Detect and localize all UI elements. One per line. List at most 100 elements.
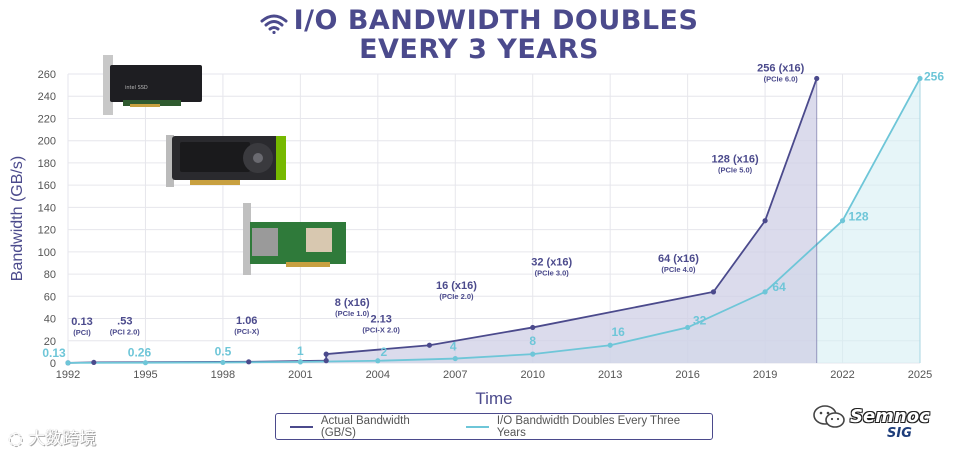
data-sublabel-actual: (PCIe 6.0) (764, 74, 799, 83)
data-sublabel-actual: (PCIe 3.0) (535, 268, 570, 277)
x-tick-label: 2016 (675, 369, 699, 381)
x-tick-label: 2001 (288, 369, 312, 381)
data-label-doubling: 1 (297, 344, 304, 358)
wifi-icon (260, 11, 288, 34)
x-tick-label: 2004 (366, 369, 390, 381)
x-tick-label: 2025 (908, 369, 932, 381)
legend-swatch-actual (290, 425, 313, 428)
data-label-doubling: 128 (849, 210, 869, 224)
data-label-actual: 16 (x16) (436, 280, 477, 292)
series-area-actual (68, 78, 817, 363)
data-label-actual: 2.13 (370, 314, 391, 326)
y-tick-label: 120 (38, 225, 56, 237)
y-tick-label: 220 (38, 113, 56, 125)
data-point-actual (814, 75, 820, 82)
y-tick-label: 200 (38, 136, 56, 148)
data-label-actual: 128 (x16) (712, 154, 759, 166)
y-tick-label: 260 (38, 69, 56, 81)
data-point-doubling (65, 360, 71, 366)
data-label-actual: .53 (117, 315, 132, 327)
title-line-1: I/O BANDWIDTH DOUBLES (293, 5, 699, 36)
legend-swatch-doubling (465, 425, 489, 428)
data-label-actual: 1.06 (236, 315, 257, 327)
data-label-doubling: 64 (772, 280, 786, 294)
x-axis-label: Time (475, 389, 512, 408)
hardware-card-images: intel SSD (103, 55, 346, 275)
data-point-actual (762, 218, 768, 224)
data-sublabel-actual: (PCIe 2.0) (439, 292, 474, 301)
data-sublabel-actual: (PCIe 1.0) (335, 309, 370, 318)
x-tick-label: 2010 (520, 369, 544, 381)
x-tick-label: 1998 (211, 369, 235, 381)
data-point-doubling (917, 75, 923, 82)
chart-title: I/O BANDWIDTH DOUBLES EVERY 3 YEARS (0, 6, 958, 64)
ssd-card-image: intel SSD (103, 55, 202, 115)
y-tick-label: 180 (38, 158, 56, 170)
data-label-actual: 32 (x16) (531, 256, 572, 268)
data-points (65, 75, 923, 366)
data-label-doubling: 0.5 (215, 344, 232, 358)
data-point-doubling (142, 360, 149, 366)
data-sublabel-actual: (PCIe 4.0) (661, 265, 696, 274)
data-label-doubling: 0.26 (128, 346, 152, 360)
data-label-actual: 8 (x16) (335, 297, 370, 309)
legend-item-doubling: I/O Bandwidth Doubles Every Three Years (465, 414, 702, 439)
y-tick-label: 100 (38, 247, 56, 259)
data-point-doubling (762, 289, 768, 295)
axes: 0 20 40 60 80 100 120 140 160 180 200 220 240 260 1992… (9, 69, 932, 408)
legend-label-actual: Actual Bandwidth (GB/S) (320, 414, 410, 439)
svg-text:intel SSD: intel SSD (125, 85, 148, 91)
data-point-actual (323, 351, 329, 357)
data-sublabel-actual: (PCI) (73, 328, 91, 337)
x-tick-label: 2013 (598, 369, 622, 381)
data-label-doubling: 8 (529, 334, 536, 348)
data-sublabel-actual: (PCI 2.0) (110, 327, 141, 336)
data-label-actual: 0.13 (71, 316, 92, 328)
data-point-doubling (452, 355, 458, 362)
data-point-actual (91, 359, 97, 366)
data-point-actual (323, 358, 329, 364)
series-line-doubling (67, 78, 921, 364)
y-tick-label: 160 (38, 180, 56, 192)
y-axis-label: Bandwidth (GB/s) (9, 156, 26, 281)
nic-card-image (243, 203, 346, 275)
y-tick-label: 140 (38, 202, 56, 214)
data-sublabel-actual: (PCI-X 2.0) (362, 326, 400, 335)
watermark: ◌ 大数跨境 (8, 424, 96, 449)
data-point-doubling (530, 351, 536, 357)
watermark-text: 大数跨境 (28, 429, 97, 449)
y-tick-label: 60 (44, 291, 56, 303)
wechat-logo: Semnoc SIG (812, 404, 952, 444)
x-tick-label: 1992 (56, 369, 80, 381)
series-lines (67, 78, 921, 364)
x-tick-label: 2007 (443, 369, 467, 381)
data-point-doubling (220, 359, 226, 366)
series-areas (68, 78, 920, 363)
chart-legend: Actual Bandwidth (GB/S) I/O Bandwidth Do… (275, 413, 713, 440)
x-tick-label: 1995 (133, 369, 157, 381)
gpu-card-image (166, 135, 286, 187)
data-point-actual (246, 359, 252, 365)
data-label-doubling: 0.13 (42, 346, 66, 360)
data-point-actual (710, 289, 717, 295)
data-sublabel-actual: (PCI-X) (234, 327, 260, 336)
wechat-icon (813, 405, 845, 428)
data-label-doubling: 256 (924, 69, 944, 83)
data-point-actual (530, 324, 536, 331)
legend-label-doubling: I/O Bandwidth Doubles Every Three Years (496, 414, 681, 439)
data-point-doubling (607, 342, 613, 348)
data-label-actual: 64 (x16) (658, 253, 699, 265)
data-point-doubling (839, 218, 846, 224)
legend-item-actual: Actual Bandwidth (GB/S) (290, 415, 442, 439)
sig-text: SIG (887, 426, 912, 441)
data-label-doubling: 2 (380, 345, 387, 359)
data-point-doubling (297, 359, 303, 365)
y-tick-label: 240 (38, 91, 56, 103)
y-tick-label: 0 (50, 358, 56, 370)
y-tick-label: 40 (44, 314, 56, 326)
brand-text: Semnoc (850, 406, 930, 427)
data-label-doubling: 32 (693, 313, 707, 327)
data-labels: 0.13(PCI).53(PCI 2.0)1.06(PCI-X)2.13(PCI… (42, 62, 944, 359)
y-tick-label: 80 (44, 269, 56, 281)
data-label-actual: 256 (x16) (757, 62, 804, 74)
